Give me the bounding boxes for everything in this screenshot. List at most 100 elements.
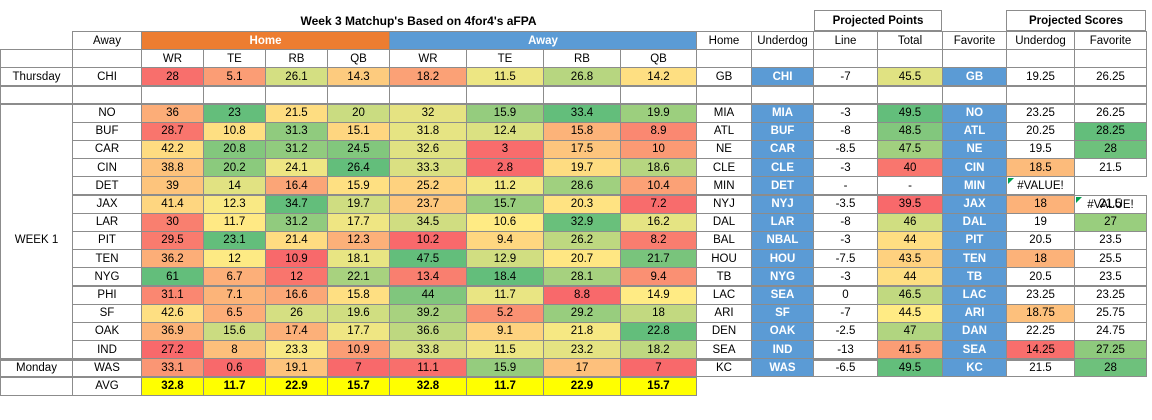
favorite-team[interactable]: DAL: [942, 212, 1007, 232]
underdog-score[interactable]: 18.5: [1006, 158, 1075, 178]
line-value[interactable]: -3.5: [813, 194, 878, 214]
home-fpa-cell[interactable]: 10.8: [203, 121, 266, 141]
empty-cell[interactable]: [327, 85, 390, 104]
empty-cell[interactable]: [1006, 85, 1075, 104]
avg-away-fpa[interactable]: 15.7: [620, 376, 697, 396]
total-value[interactable]: -: [877, 176, 943, 196]
home-fpa-cell[interactable]: 15.8: [327, 285, 390, 305]
underdog-score[interactable]: 18.75: [1006, 303, 1075, 323]
home-fpa-cell[interactable]: 34.7: [265, 194, 328, 214]
favorite-team[interactable]: SEA: [942, 340, 1007, 360]
line-value[interactable]: -3: [813, 267, 878, 287]
away-fpa-cell[interactable]: 7.2: [620, 194, 697, 214]
total-value[interactable]: 41.5: [877, 340, 943, 360]
header-home-pos[interactable]: RB: [265, 49, 328, 68]
total-value[interactable]: 44: [877, 230, 943, 250]
away-fpa-cell[interactable]: 36.6: [389, 321, 467, 341]
away-fpa-cell[interactable]: 10: [620, 139, 697, 159]
avg-home-fpa[interactable]: 15.7: [327, 376, 390, 396]
underdog-score[interactable]: 19.25: [1006, 67, 1075, 86]
underdog-team[interactable]: SF: [751, 303, 814, 323]
favorite-score[interactable]: 23.5: [1074, 230, 1147, 250]
home-fpa-cell[interactable]: 31.3: [265, 121, 328, 141]
empty-cell[interactable]: [0, 49, 73, 68]
home-team[interactable]: HOU: [696, 249, 752, 269]
home-fpa-cell[interactable]: 33.1: [141, 358, 204, 378]
avg-home-fpa[interactable]: 22.9: [265, 376, 328, 396]
home-team[interactable]: GB: [696, 67, 752, 86]
away-fpa-cell[interactable]: 5.2: [466, 303, 544, 323]
home-fpa-cell[interactable]: 6.7: [203, 267, 266, 287]
header-home-pos[interactable]: QB: [327, 49, 390, 68]
underdog-score[interactable]: 20.25: [1006, 121, 1075, 141]
line-value[interactable]: 0: [813, 285, 878, 305]
away-team[interactable]: CAR: [72, 139, 142, 159]
home-team[interactable]: BAL: [696, 230, 752, 250]
row-label-monday[interactable]: Monday: [0, 358, 73, 378]
away-fpa-cell[interactable]: 33.8: [389, 340, 467, 360]
line-value[interactable]: -: [813, 176, 878, 196]
line-value[interactable]: -6.5: [813, 358, 878, 378]
header-underdog[interactable]: Underdog: [751, 31, 814, 50]
total-value[interactable]: 43.5: [877, 249, 943, 269]
favorite-score[interactable]: 25.75: [1074, 303, 1147, 323]
away-team[interactable]: OAK: [72, 321, 142, 341]
away-fpa-cell[interactable]: 39.2: [389, 303, 467, 323]
favorite-team[interactable]: JAX: [942, 194, 1007, 214]
away-fpa-cell[interactable]: 10.4: [620, 176, 697, 196]
total-value[interactable]: 46: [877, 212, 943, 232]
home-team[interactable]: TB: [696, 267, 752, 287]
favorite-team[interactable]: DAN: [942, 321, 1007, 341]
away-fpa-cell[interactable]: 11.1: [389, 358, 467, 378]
favorite-score[interactable]: 28.25: [1074, 121, 1147, 141]
home-team[interactable]: CLE: [696, 158, 752, 178]
home-fpa-cell[interactable]: 23: [203, 103, 266, 123]
underdog-team[interactable]: NBAL: [751, 230, 814, 250]
away-fpa-cell[interactable]: 26.2: [543, 230, 621, 250]
away-fpa-cell[interactable]: 11.7: [466, 285, 544, 305]
away-fpa-cell[interactable]: 21.8: [543, 321, 621, 341]
underdog-team[interactable]: CAR: [751, 139, 814, 159]
line-value[interactable]: -2.5: [813, 321, 878, 341]
total-value[interactable]: 49.5: [877, 358, 943, 378]
underdog-team[interactable]: CLE: [751, 158, 814, 178]
underdog-score[interactable]: 21.5: [1006, 358, 1075, 378]
favorite-score[interactable]: 25.5: [1074, 249, 1147, 269]
away-fpa-cell[interactable]: 15.9: [466, 358, 544, 378]
away-team[interactable]: CIN: [72, 158, 142, 178]
away-fpa-cell[interactable]: 18.2: [620, 340, 697, 360]
avg-home-fpa[interactable]: 32.8: [141, 376, 204, 396]
away-fpa-cell[interactable]: 20.7: [543, 249, 621, 269]
empty-cell[interactable]: [1074, 85, 1147, 104]
away-fpa-cell[interactable]: 16.2: [620, 212, 697, 232]
favorite-team[interactable]: MIN: [942, 176, 1007, 196]
underdog-team[interactable]: NYJ: [751, 194, 814, 214]
favorite-team[interactable]: ARI: [942, 303, 1007, 323]
away-fpa-cell[interactable]: 18.4: [466, 267, 544, 287]
avg-away-fpa[interactable]: 22.9: [543, 376, 621, 396]
home-team[interactable]: DEN: [696, 321, 752, 341]
home-team[interactable]: ARI: [696, 303, 752, 323]
away-fpa-cell[interactable]: 33.3: [389, 158, 467, 178]
away-fpa-cell[interactable]: 11.2: [466, 176, 544, 196]
empty-cell[interactable]: [72, 49, 142, 68]
header-projected-points[interactable]: Projected Points: [814, 10, 942, 31]
favorite-score[interactable]: 27.25: [1074, 340, 1147, 360]
away-fpa-cell[interactable]: 31.8: [389, 121, 467, 141]
home-fpa-cell[interactable]: 27.2: [141, 340, 204, 360]
away-team[interactable]: SF: [72, 303, 142, 323]
home-fpa-cell[interactable]: 41.4: [141, 194, 204, 214]
header-away-team[interactable]: Away: [72, 31, 142, 50]
home-team[interactable]: NYJ: [696, 194, 752, 214]
total-value[interactable]: 47: [877, 321, 943, 341]
home-team[interactable]: NE: [696, 139, 752, 159]
home-fpa-cell[interactable]: 36.2: [141, 249, 204, 269]
total-value[interactable]: 47.5: [877, 139, 943, 159]
away-fpa-cell[interactable]: 15.9: [466, 103, 544, 123]
away-fpa-cell[interactable]: 2.8: [466, 158, 544, 178]
underdog-team[interactable]: WAS: [751, 358, 814, 378]
favorite-team[interactable]: LAC: [942, 285, 1007, 305]
away-fpa-cell[interactable]: 29.2: [543, 303, 621, 323]
away-fpa-cell[interactable]: 22.8: [620, 321, 697, 341]
line-value[interactable]: -7: [813, 303, 878, 323]
